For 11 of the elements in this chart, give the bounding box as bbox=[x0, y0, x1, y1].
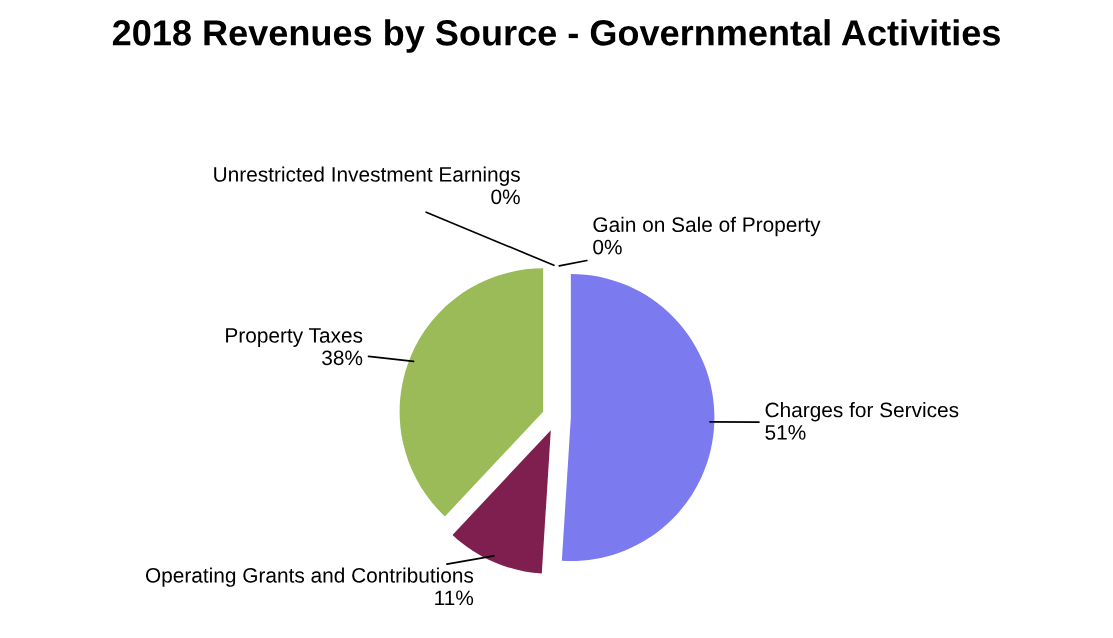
chart-title: 2018 Revenues by Source - Governmental Activities bbox=[112, 19, 1000, 53]
data-label: 51% bbox=[765, 425, 806, 440]
category-label: Unrestricted Investment Earnings bbox=[214, 166, 520, 186]
data-label: 11% bbox=[435, 590, 474, 606]
slice-label: Property Taxes bbox=[226, 328, 363, 347]
category-label: Gain on Sale of Property bbox=[593, 216, 821, 237]
text: 0% bbox=[593, 239, 622, 255]
slice-label: Charges for Services bbox=[765, 402, 959, 422]
text: 0% bbox=[491, 189, 520, 205]
data-label: 38% bbox=[322, 350, 363, 366]
slice-label: Operating Grants and Contributions bbox=[145, 567, 474, 587]
